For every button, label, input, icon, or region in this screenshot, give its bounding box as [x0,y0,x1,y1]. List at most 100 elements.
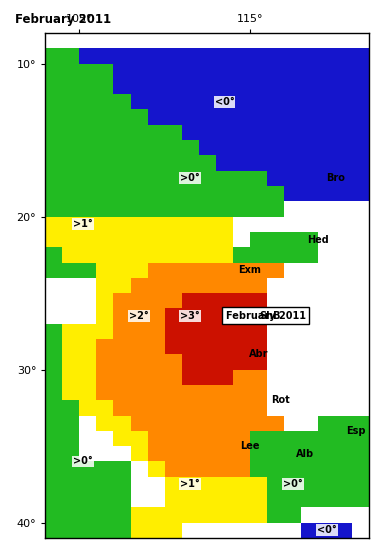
Bar [267,247,284,262]
Bar [318,446,335,462]
Bar [216,385,233,400]
Bar [301,492,318,507]
Bar [182,477,199,492]
Bar [267,416,284,431]
Bar [216,354,233,369]
Bar [80,201,97,217]
Text: >0°: >0° [283,479,303,490]
Bar [80,64,97,79]
Bar [130,400,148,416]
Bar [182,125,199,140]
Bar [284,94,301,109]
Bar [233,247,250,262]
Bar [284,446,301,462]
Bar [284,477,301,492]
Bar [165,247,182,262]
Bar [318,94,335,109]
Bar [130,155,148,171]
Bar [352,416,369,431]
Bar [199,232,216,247]
Bar [250,48,267,64]
Bar [284,79,301,94]
Bar [165,477,182,492]
Bar [199,186,216,201]
Bar [216,217,233,232]
Bar [113,278,130,293]
Bar [80,79,97,94]
Bar [165,201,182,217]
Bar [97,125,113,140]
Bar [113,369,130,385]
Bar [301,79,318,94]
Bar [130,171,148,186]
Bar [233,416,250,431]
Text: February 2011: February 2011 [226,311,306,321]
Bar [97,262,113,278]
Bar [80,217,97,232]
Bar [199,262,216,278]
Bar [301,232,318,247]
Bar [80,155,97,171]
Bar [250,79,267,94]
Bar [318,186,335,201]
Bar [199,339,216,354]
Bar [80,247,97,262]
Bar [199,416,216,431]
Bar [335,94,352,109]
Bar [113,186,130,201]
Bar [267,94,284,109]
Bar [250,94,267,109]
Text: February 2011: February 2011 [15,13,111,26]
Bar [45,262,62,278]
Bar [97,369,113,385]
Bar [62,94,80,109]
Bar [182,293,199,309]
Bar [80,186,97,201]
Bar [267,446,284,462]
Bar [80,523,97,538]
Bar [216,446,233,462]
Bar [250,262,267,278]
Bar [199,369,216,385]
Bar [97,201,113,217]
Bar [182,155,199,171]
Bar [45,400,62,416]
Bar [45,48,62,64]
Bar [182,354,199,369]
Bar [284,48,301,64]
Bar [352,492,369,507]
Bar [130,385,148,400]
Text: Abr: Abr [249,349,268,360]
Bar [45,109,62,125]
Bar [45,369,62,385]
Bar [97,64,113,79]
Bar [233,94,250,109]
Bar [97,538,113,549]
Bar [113,416,130,431]
Bar [301,171,318,186]
Bar [233,477,250,492]
Bar [216,94,233,109]
Bar [45,538,62,549]
Bar [165,48,182,64]
Bar [216,416,233,431]
Bar [62,339,80,354]
Bar [165,400,182,416]
Bar [130,369,148,385]
Bar [80,48,97,64]
Bar [182,324,199,339]
Text: Hed: Hed [307,234,329,244]
Bar [267,171,284,186]
Bar [148,523,165,538]
Bar [199,64,216,79]
Bar [216,155,233,171]
Bar [97,523,113,538]
Bar [199,79,216,94]
Bar [62,462,80,477]
Bar [233,140,250,155]
Bar [80,538,97,549]
Text: Esp: Esp [346,426,366,436]
Bar [250,125,267,140]
Bar [62,324,80,339]
Bar [233,186,250,201]
